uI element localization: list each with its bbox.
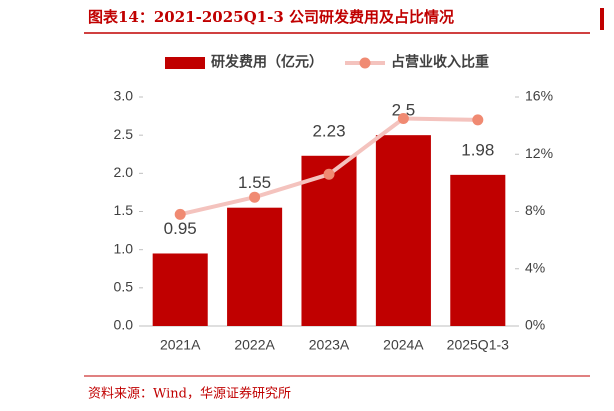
y-tick-label: 1.0: [114, 240, 134, 256]
x-tick-label: 2025Q1-3: [447, 337, 509, 353]
legend-swatch: [165, 57, 205, 69]
data-label: 1.98: [461, 140, 494, 159]
bar: [450, 174, 506, 326]
x-tick-label: 2022A: [234, 337, 275, 353]
marker: [472, 114, 484, 126]
bar: [301, 155, 357, 326]
legend-label: 研发费用（亿元）: [211, 54, 323, 70]
data-label: 2.23: [312, 121, 345, 140]
y-tick-label: 0.5: [114, 279, 134, 295]
edge-fragment: [600, 8, 604, 30]
legend-marker: [359, 57, 371, 69]
y-tick-label: 0.0: [114, 317, 134, 333]
y-tick-label: 2.5: [114, 126, 134, 142]
chart-title: 图表14：2021-2025Q1-3 公司研发费用及占比情况: [88, 8, 454, 26]
bar: [227, 207, 283, 326]
y2-tick-label: 12%: [525, 145, 553, 161]
marker: [249, 191, 261, 203]
source-note: 资料来源：Wind，华源证券研究所: [88, 386, 291, 402]
y-tick-label: 1.5: [114, 202, 134, 218]
x-tick-label: 2023A: [309, 337, 350, 353]
marker: [323, 168, 335, 180]
data-label: 0.95: [164, 219, 197, 238]
data-label: 2.5: [392, 101, 416, 120]
legend-label: 占营业收入比重: [391, 54, 489, 70]
y2-tick-label: 4%: [525, 259, 545, 275]
y2-tick-label: 16%: [525, 88, 553, 104]
y-tick-label: 2.0: [114, 164, 134, 180]
marker: [397, 112, 409, 124]
x-tick-label: 2024A: [383, 337, 424, 353]
x-tick-label: 2021A: [160, 337, 201, 353]
bar: [152, 253, 208, 326]
marker: [174, 208, 186, 220]
data-label: 1.55: [238, 173, 271, 192]
y2-tick-label: 8%: [525, 202, 545, 218]
y2-tick-label: 0%: [525, 317, 545, 333]
bar: [375, 135, 431, 326]
y-tick-label: 3.0: [114, 88, 134, 104]
